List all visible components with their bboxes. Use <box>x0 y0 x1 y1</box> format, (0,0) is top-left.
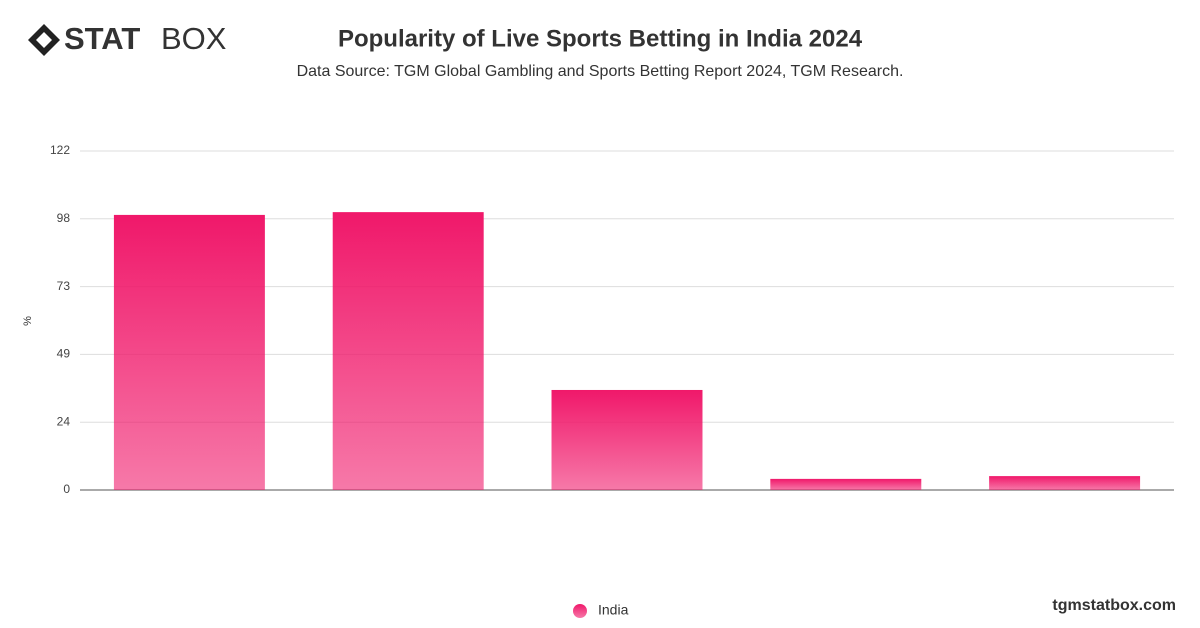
chart-subtitle: Data Source: TGM Global Gambling and Spo… <box>297 63 904 80</box>
y-tick-label: 24 <box>57 414 71 428</box>
y-tick-label: 0 <box>63 482 70 496</box>
bar <box>989 476 1141 490</box>
footer-url: tgmstatbox.com <box>1052 597 1176 614</box>
logo-text: STAT <box>64 21 140 56</box>
logo-icon <box>28 24 60 56</box>
bar <box>113 214 265 490</box>
y-tick-label: 122 <box>50 143 70 157</box>
legend-marker <box>573 604 587 618</box>
logo: STAT BOX <box>28 21 227 56</box>
y-tick-label: 49 <box>57 347 71 361</box>
bar <box>770 478 922 490</box>
logo-text: BOX <box>161 21 227 56</box>
bar <box>332 212 484 490</box>
y-tick-label: 73 <box>57 279 71 293</box>
bar <box>551 389 703 490</box>
legend-label: India <box>598 602 629 618</box>
y-tick-label: 98 <box>57 211 71 225</box>
y-axis-label: % <box>22 316 34 326</box>
chart-title: Popularity of Live Sports Betting in Ind… <box>338 25 863 52</box>
